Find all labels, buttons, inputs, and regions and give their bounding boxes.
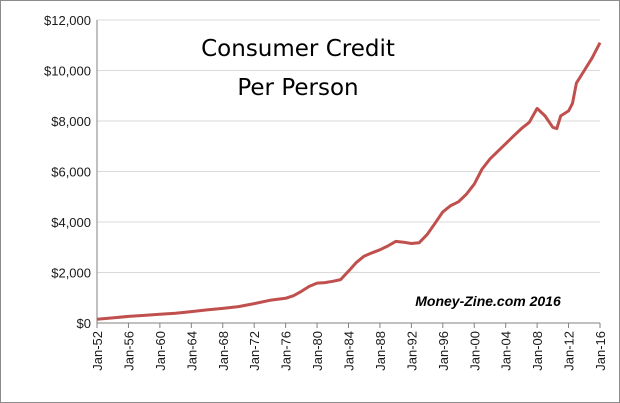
- y-tick-labels: $0 $2,000 $4,000 $6,000 $8,000 $10,000 $12,000: [44, 13, 91, 331]
- y-tick-label: $0: [77, 316, 91, 331]
- x-tick-label: Jan-12: [562, 331, 577, 371]
- x-tick-label: Jan-96: [436, 331, 451, 371]
- x-tick-label: Jan-56: [121, 331, 136, 371]
- x-tick-label: Jan-72: [247, 331, 262, 371]
- chart-title-line2: Per Person: [237, 75, 358, 101]
- x-tick-label: Jan-08: [530, 331, 545, 371]
- x-tick-label: Jan-64: [184, 331, 199, 371]
- x-tick-label: Jan-60: [153, 331, 168, 371]
- x-tick-label: Jan-88: [373, 331, 388, 371]
- x-tick-label: Jan-04: [499, 331, 514, 371]
- x-tick-label: Jan-80: [310, 331, 325, 371]
- gridlines: [97, 19, 600, 273]
- x-tick-label: Jan-16: [593, 331, 608, 371]
- y-tick-label: $8,000: [51, 114, 91, 129]
- y-tick-label: $2,000: [51, 266, 91, 281]
- x-tick-label: Jan-68: [216, 331, 231, 371]
- x-tick-labels: Jan-52 Jan-56 Jan-60 Jan-64 Jan-68 Jan-72 Jan-…: [90, 323, 608, 371]
- series-line-consumer-credit: [96, 42, 602, 321]
- x-tick-label: Jan-00: [467, 331, 482, 371]
- source-annotation: Money-Zine.com 2016: [415, 293, 561, 309]
- x-tick-label: Jan-92: [404, 331, 419, 371]
- y-tick-label: $12,000: [44, 13, 91, 28]
- x-tick-label: Jan-52: [90, 331, 105, 371]
- x-tick-label: Jan-76: [279, 331, 294, 371]
- y-tick-label: $4,000: [51, 215, 91, 230]
- y-tick-label: $6,000: [51, 165, 91, 180]
- y-tick-label: $10,000: [44, 64, 91, 79]
- x-tick-label: Jan-84: [342, 331, 357, 371]
- chart-title-line1: Consumer Credit: [201, 36, 395, 62]
